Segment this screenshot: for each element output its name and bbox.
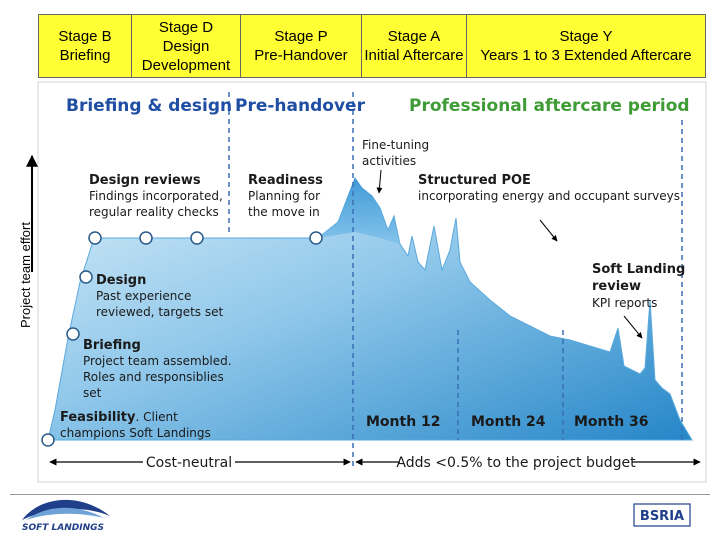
structured-poe-arrow <box>539 219 558 242</box>
stage-a-name: Stage A <box>387 28 441 45</box>
budget-label: Adds <0.5% to the project budget <box>396 455 636 471</box>
soft-landings-logo: SOFT LANDINGS <box>22 499 110 533</box>
soft-landings-swoosh-light <box>26 507 104 520</box>
stage-b-name: Stage B <box>58 28 112 45</box>
cost-neutral-label: Cost-neutral <box>146 455 232 471</box>
section-pre-handover: Pre-handover <box>235 96 366 116</box>
feasibility-title: Feasibility <box>60 410 136 425</box>
structured-poe-title: Structured POE <box>418 173 531 188</box>
fine-tuning-line-2: activities <box>362 154 416 168</box>
section-aftercare: Professional aftercare period <box>409 96 690 116</box>
stage-d-cell: Stage D Design Development <box>131 14 241 78</box>
feasibility-line-2: champions Soft Landings <box>60 426 211 440</box>
milestone-marker <box>139 231 153 245</box>
feasibility-line-1: Feasibility. Client <box>60 410 178 425</box>
handover-peak <box>318 178 400 244</box>
month-12-label: Month 12 <box>366 414 441 430</box>
cost-neutral-label-bg <box>143 452 235 472</box>
soft-landing-review-arrow <box>623 315 643 339</box>
stage-a-cell: Stage A Initial Aftercare <box>361 14 467 78</box>
stage-p-desc: Pre-Handover <box>254 47 348 64</box>
month-36-label: Month 36 <box>574 414 649 430</box>
briefing-line-3: set <box>83 386 102 400</box>
design-reviews-line-1: Findings incorporated, <box>89 189 223 203</box>
soft-landing-review-line-1: KPI reports <box>592 296 657 310</box>
budget-label-bg <box>400 452 632 472</box>
fine-tuning-line-1: Fine-tuning <box>362 138 429 152</box>
readiness-line-1: Planning for <box>248 189 320 203</box>
readiness-title: Readiness <box>248 173 323 188</box>
stage-d-name: Stage D <box>158 18 214 36</box>
stage-d-desc: Design Development <box>141 37 231 74</box>
stage-b-cell: Stage B Briefing <box>38 14 132 78</box>
stage-y-cell: Stage Y Years 1 to 3 Extended Aftercare <box>466 14 706 78</box>
month-24-label: Month 24 <box>471 414 546 430</box>
design-line-2: reviewed, targets set <box>96 305 224 319</box>
stage-p-cell: Stage P Pre-Handover <box>240 14 362 78</box>
milestone-marker <box>88 231 102 245</box>
briefing-title: Briefing <box>83 338 141 353</box>
soft-landing-review-title-2: review <box>592 279 641 294</box>
readiness-line-2: the move in <box>248 205 320 219</box>
briefing-line-2: Roles and responsiblies <box>83 370 224 384</box>
design-reviews-line-2: regular reality checks <box>89 205 219 219</box>
briefing-line-1: Project team assembled. <box>83 354 232 368</box>
soft-landings-wordmark: SOFT LANDINGS <box>22 523 104 533</box>
design-title: Design <box>96 273 146 288</box>
stage-y-desc: Years 1 to 3 Extended Aftercare <box>480 47 692 64</box>
soft-landing-review-title-1: Soft Landing <box>592 262 685 277</box>
stage-b-desc: Briefing <box>59 47 111 64</box>
design-reviews-title: Design reviews <box>89 173 201 188</box>
fine-tuning-arrow <box>376 169 383 194</box>
section-briefing-design: Briefing & design <box>66 96 232 116</box>
stage-header-table: Stage B Briefing Stage D Design Developm… <box>38 14 706 78</box>
bsria-logo-box <box>633 503 691 527</box>
footer-rule <box>10 494 710 495</box>
milestone-marker <box>79 270 93 284</box>
soft-landings-swoosh <box>22 499 110 520</box>
feasibility-text-1: . Client <box>136 410 179 424</box>
bsria-logo: BSRIA <box>633 503 691 527</box>
stage-a-desc: Initial Aftercare <box>364 47 464 64</box>
milestone-marker <box>309 231 323 245</box>
milestone-marker <box>66 327 80 341</box>
stage-p-name: Stage P <box>274 28 328 45</box>
milestone-marker <box>41 433 55 447</box>
structured-poe-line-1: incorporating energy and occupant survey… <box>418 189 680 203</box>
bsria-wordmark: BSRIA <box>640 509 684 524</box>
design-line-1: Past experience <box>96 289 191 303</box>
stage-y-name: Stage Y <box>559 28 613 45</box>
milestone-marker <box>190 231 204 245</box>
